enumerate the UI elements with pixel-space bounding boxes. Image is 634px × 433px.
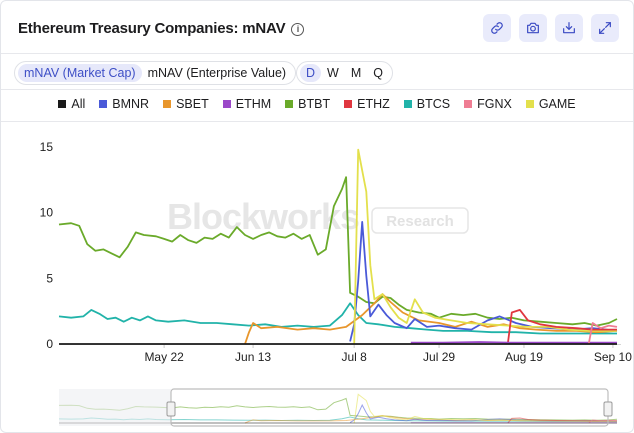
- series-layer: [58, 148, 618, 345]
- legend-swatch: [222, 100, 231, 108]
- legend-label: SBET: [176, 97, 209, 111]
- legend-divider: [1, 121, 633, 122]
- legend-item-all[interactable]: All: [58, 97, 85, 111]
- series-line-ethz: [506, 308, 617, 345]
- controls-divider: [1, 89, 633, 90]
- legend-item-btcs[interactable]: BTCS: [403, 97, 451, 111]
- series-line-sbet: [244, 293, 618, 345]
- y-tick-label: 15: [40, 140, 54, 154]
- interval-option-w[interactable]: W: [327, 66, 339, 80]
- legend-item-ethz[interactable]: ETHZ: [344, 97, 390, 111]
- legend-label: FGNX: [477, 97, 512, 111]
- x-tick-label: Jul 8: [341, 350, 367, 364]
- interval-option-m[interactable]: M: [350, 66, 362, 80]
- legend-item-sbet[interactable]: SBET: [163, 97, 209, 111]
- link-button[interactable]: [483, 14, 511, 42]
- toolbar: [483, 14, 619, 42]
- download-button[interactable]: [555, 14, 583, 42]
- navigator-mask: [59, 389, 171, 426]
- y-tick-label: 0: [46, 337, 53, 351]
- series-line-btbt: [58, 176, 618, 327]
- legend-item-bmnr[interactable]: BMNR: [99, 97, 149, 111]
- legend-item-game[interactable]: GAME: [525, 97, 576, 111]
- legend-item-ethm[interactable]: ETHM: [222, 97, 272, 111]
- series-line-game: [353, 148, 617, 345]
- navigator-series-ethz: [507, 417, 617, 424]
- legend: All BMNR SBET ETHM BTBT ETHZ BTCS FGNX G…: [1, 97, 633, 111]
- navigator-handle-left[interactable]: [166, 401, 176, 417]
- navigator-handle-right[interactable]: [603, 401, 613, 417]
- legend-swatch: [99, 100, 108, 108]
- legend-label: ETHZ: [357, 97, 390, 111]
- legend-label: All: [71, 97, 86, 111]
- legend-swatch: [344, 100, 353, 108]
- watermark-tag: Research: [386, 213, 454, 230]
- legend-label: ETHM: [235, 97, 272, 111]
- chart-title-row: Ethereum Treasury Companies: mNAV i: [18, 20, 305, 37]
- x-tick-label: Jul 29: [423, 350, 455, 364]
- legend-label: BTCS: [416, 97, 451, 111]
- info-icon[interactable]: i: [291, 23, 305, 36]
- metric-option-enterprise-value[interactable]: mNAV (Enterprise Value): [147, 66, 287, 80]
- y-tick-label: 5: [46, 271, 53, 285]
- legend-swatch: [58, 100, 67, 108]
- x-tick-label: Aug 19: [505, 350, 543, 364]
- download-icon: [563, 22, 575, 34]
- legend-label: GAME: [538, 97, 576, 111]
- legend-item-fgnx[interactable]: FGNX: [464, 97, 512, 111]
- expand-icon: [599, 22, 611, 34]
- legend-swatch: [285, 100, 294, 108]
- screenshot-button[interactable]: [519, 14, 547, 42]
- interval-option-d[interactable]: D: [300, 64, 322, 82]
- metric-toggle: mNAV (Market Cap) mNAV (Enterprise Value…: [14, 61, 297, 85]
- camera-icon: [527, 22, 539, 34]
- watermark: Blockworks Research: [167, 196, 469, 237]
- x-tick-label: May 22: [144, 350, 184, 364]
- navigator-series-fgnx: [588, 419, 618, 424]
- legend-label: BMNR: [112, 97, 150, 111]
- interval-option-q[interactable]: Q: [373, 66, 383, 80]
- legend-swatch: [163, 100, 172, 108]
- legend-label: BTBT: [298, 97, 331, 111]
- y-tick-label: 10: [40, 206, 54, 220]
- expand-button[interactable]: [591, 14, 619, 42]
- y-axis: 0 5 10 15: [40, 140, 54, 351]
- header-divider: [1, 53, 633, 54]
- range-navigator[interactable]: [58, 388, 621, 427]
- watermark-badge: [371, 207, 469, 234]
- series-line-ethm: [410, 341, 617, 344]
- watermark-brand: Blockworks: [167, 196, 359, 237]
- legend-item-btbt[interactable]: BTBT: [285, 97, 330, 111]
- x-tick-label: Sep 10: [594, 350, 632, 364]
- x-axis: May 22 Jun 13 Jul 8 Jul 29 Aug 19 Sep 10: [59, 344, 632, 364]
- legend-swatch: [525, 100, 534, 108]
- series-line-fgnx: [587, 322, 618, 345]
- link-icon: [491, 22, 503, 34]
- legend-swatch: [403, 100, 412, 108]
- metric-option-market-cap[interactable]: mNAV (Market Cap): [18, 64, 142, 82]
- legend-swatch: [464, 100, 473, 108]
- x-tick-label: Jun 13: [235, 350, 271, 364]
- chart-title: Ethereum Treasury Companies: mNAV: [18, 20, 286, 37]
- interval-toggle: D W M Q: [296, 61, 393, 85]
